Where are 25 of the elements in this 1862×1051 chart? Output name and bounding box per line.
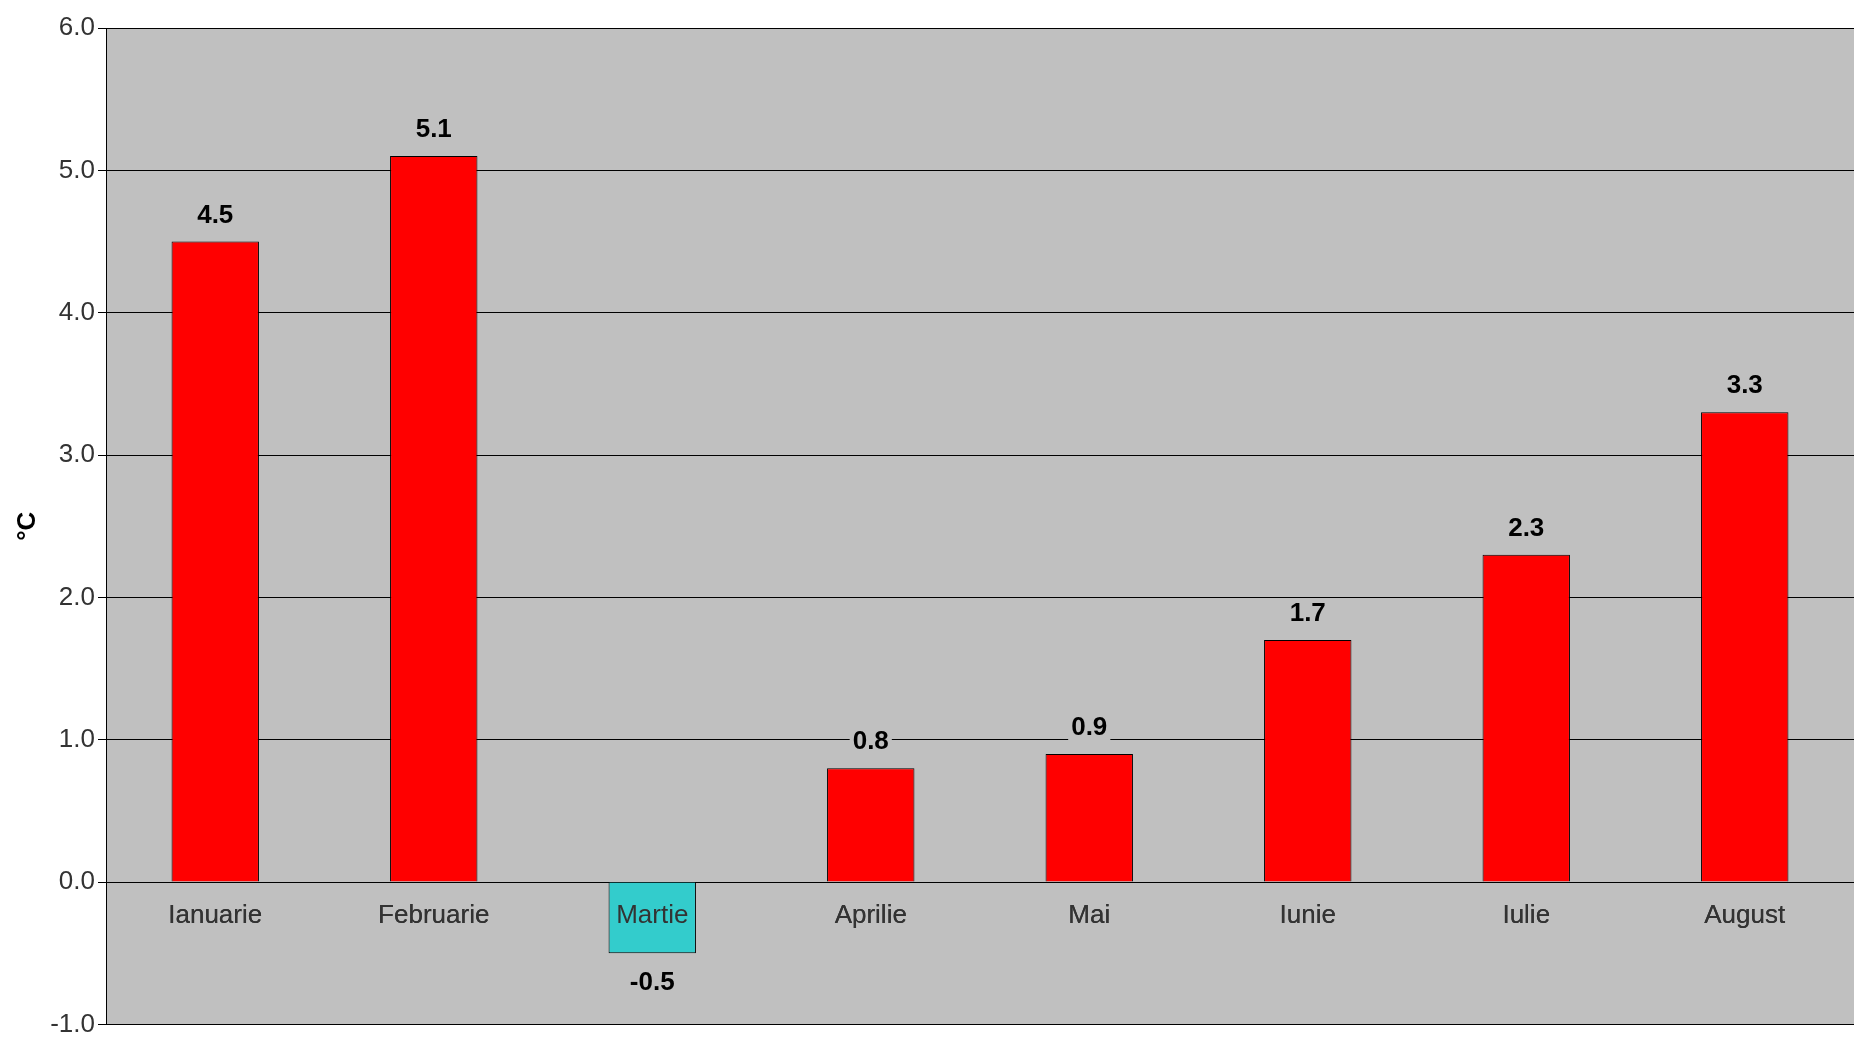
data-label: 5.1 bbox=[415, 113, 452, 144]
y-tick-label: -1.0 bbox=[50, 1007, 95, 1038]
data-label: 0.8 bbox=[852, 725, 889, 756]
x-tick-label: August bbox=[1704, 898, 1786, 929]
data-label: 3.3 bbox=[1726, 369, 1763, 400]
y-tick-label: 3.0 bbox=[58, 438, 95, 469]
y-tick-label: 2.0 bbox=[58, 580, 95, 611]
y-tick-label: 4.0 bbox=[58, 295, 95, 326]
x-tick-label: Martie bbox=[616, 898, 689, 929]
data-label: 1.7 bbox=[1289, 597, 1326, 628]
x-tick-label: Iulie bbox=[1502, 898, 1551, 929]
data-label: 0.9 bbox=[1071, 711, 1108, 742]
y-tick-label: 6.0 bbox=[58, 11, 95, 42]
x-tick-label: Iunie bbox=[1279, 898, 1336, 929]
y-tick-label: 1.0 bbox=[58, 722, 95, 753]
data-label: 4.5 bbox=[197, 198, 234, 229]
y-tick-label: 0.0 bbox=[58, 865, 95, 896]
x-tick-label: Februarie bbox=[378, 898, 490, 929]
y-axis-title: °C bbox=[10, 511, 41, 541]
x-tick-label: Aprilie bbox=[834, 898, 907, 929]
data-label: 2.3 bbox=[1508, 511, 1545, 542]
x-tick-label: Ianuarie bbox=[168, 898, 263, 929]
y-tick-label: 5.0 bbox=[58, 153, 95, 184]
x-tick-label: Mai bbox=[1068, 898, 1111, 929]
data-label: -0.5 bbox=[629, 966, 675, 997]
